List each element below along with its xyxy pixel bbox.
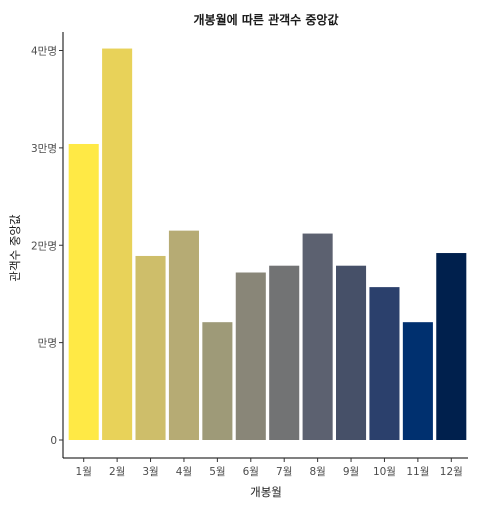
chart-title: 개봉월에 따른 관객수 중앙값 bbox=[193, 12, 338, 27]
y-tick-label: 2만명 bbox=[31, 240, 57, 252]
bar-12 bbox=[436, 253, 467, 440]
x-tick-label: 2월 bbox=[109, 466, 125, 478]
x-axis: 1월 2월 3월 4월 5월 6월 7월 8월 9월 10월 11월 12월 bbox=[63, 457, 468, 478]
y-axis: 0 만명 2만명 3만명 4만명 bbox=[31, 32, 64, 458]
bar-6 bbox=[235, 272, 266, 440]
x-tick-label: 6월 bbox=[243, 466, 259, 478]
y-tick-label: 3만명 bbox=[31, 143, 57, 155]
x-tick-label: 1월 bbox=[76, 466, 92, 478]
x-tick-label: 5월 bbox=[209, 466, 225, 478]
bar-8 bbox=[302, 233, 333, 440]
x-tick-label: 3월 bbox=[142, 466, 158, 478]
y-axis-label: 관객수 중앙값 bbox=[8, 214, 22, 282]
y-tick-label: 4만명 bbox=[31, 46, 57, 58]
x-tick-label: 11월 bbox=[406, 466, 429, 478]
bar-5 bbox=[202, 322, 233, 440]
y-tick-label: 0 bbox=[50, 435, 57, 447]
bar-4 bbox=[168, 230, 199, 440]
bar-1 bbox=[68, 143, 99, 441]
y-tick-label: 만명 bbox=[38, 338, 57, 350]
x-axis-label: 개봉월 bbox=[250, 485, 282, 499]
x-tick-label: 10월 bbox=[373, 466, 396, 478]
x-tick-label: 8월 bbox=[309, 466, 325, 478]
bars bbox=[68, 48, 467, 441]
x-tick-label: 7월 bbox=[276, 466, 292, 478]
x-tick-label: 12월 bbox=[440, 466, 463, 478]
bar-10 bbox=[369, 287, 400, 440]
bar-2 bbox=[102, 48, 133, 441]
bar-3 bbox=[135, 255, 166, 440]
bar-7 bbox=[269, 265, 300, 440]
bar-11 bbox=[402, 322, 433, 440]
x-tick-label: 9월 bbox=[343, 466, 359, 478]
x-tick-label: 4월 bbox=[176, 466, 192, 478]
bar-9 bbox=[336, 265, 367, 440]
